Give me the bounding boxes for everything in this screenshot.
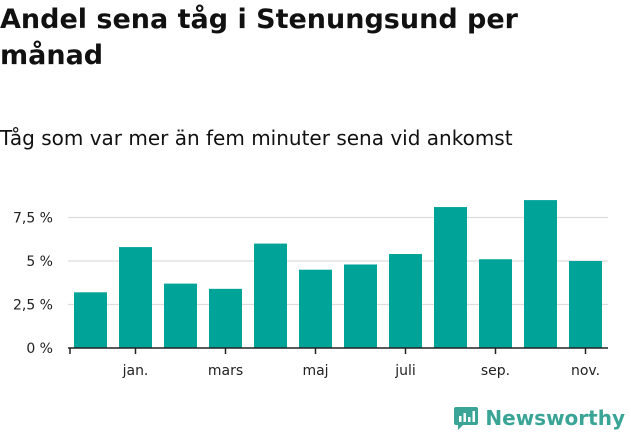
x-tick-label: juli (394, 363, 416, 379)
newsworthy-logo: Newsworthy (453, 405, 625, 431)
bars (74, 200, 602, 348)
x-tick-label: mars (208, 363, 243, 379)
bar-mars (209, 288, 242, 348)
bar-okt. (524, 200, 557, 348)
bar-sep. (479, 259, 512, 348)
y-tick-label: 5 % (26, 254, 53, 270)
y-axis-labels: 0 % 2,5 % 5 % 7,5 % (13, 211, 53, 358)
newsworthy-logo-text: Newsworthy (485, 406, 625, 430)
chart-subtitle: Tåg som var mer än fem minuter sena vid … (0, 126, 513, 150)
y-tick-label: 7,5 % (13, 211, 53, 227)
x-tick-label: jan. (122, 363, 149, 379)
bar-aug. (434, 207, 467, 348)
y-tick-label: 2,5 % (13, 298, 53, 314)
bar-feb. (164, 283, 197, 348)
bar-juni (344, 264, 377, 348)
bar-jan. (119, 247, 152, 348)
chart-title: Andel sena tåg i Stenungsund per månad (0, 4, 518, 71)
x-tick-label: maj (302, 363, 328, 379)
bar-apr. (254, 243, 287, 348)
x-tick-label: sep. (481, 363, 510, 379)
x-tick-label: nov. (571, 363, 600, 379)
bar-juli (389, 254, 422, 348)
grid-lines (68, 216, 608, 306)
x-axis-labels: jan. mars maj juli sep. nov. (122, 363, 600, 379)
x-axis (68, 347, 608, 354)
bar-chart: 0 % 2,5 % 5 % 7,5 % jan. mars maj juli sep. nov. (13, 200, 608, 379)
bar-maj (299, 269, 332, 348)
bar-dec. (74, 292, 107, 348)
bar-nov. (569, 261, 602, 348)
newsworthy-logo-icon (454, 407, 479, 430)
y-tick-label: 0 % (26, 341, 53, 357)
